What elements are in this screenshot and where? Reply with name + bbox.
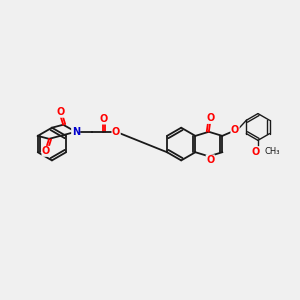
Text: O: O: [206, 155, 214, 165]
Text: CH₃: CH₃: [265, 147, 280, 156]
Text: O: O: [56, 107, 64, 117]
Text: N: N: [72, 127, 80, 137]
Text: O: O: [206, 113, 214, 123]
Text: O: O: [99, 114, 107, 124]
Text: O: O: [42, 146, 50, 156]
Text: O: O: [251, 147, 260, 157]
Text: O: O: [231, 125, 239, 135]
Text: O: O: [112, 127, 120, 137]
